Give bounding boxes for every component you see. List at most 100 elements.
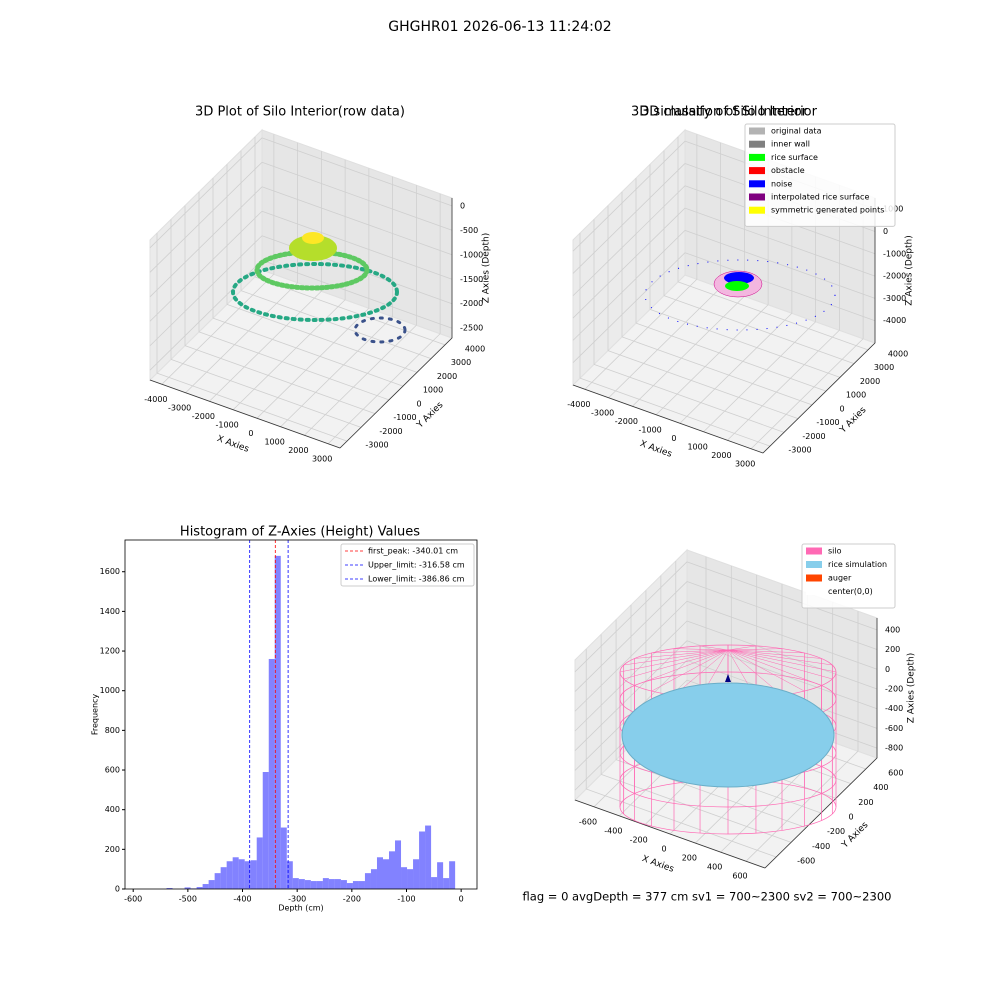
y-axis bbox=[339, 337, 453, 449]
bar bbox=[208, 880, 215, 889]
bar bbox=[425, 825, 432, 889]
x-tick-label: -300 bbox=[288, 895, 306, 904]
silo-spoke bbox=[634, 649, 729, 659]
bar bbox=[286, 861, 293, 889]
grid-line bbox=[261, 186, 453, 256]
y-axis bbox=[762, 342, 876, 454]
grid-line bbox=[149, 210, 263, 322]
legend-swatch bbox=[749, 180, 765, 188]
x-tick-label: -4000 bbox=[144, 395, 167, 404]
legend-swatch bbox=[749, 140, 765, 148]
y-tick-label: 800 bbox=[105, 726, 120, 735]
legend-label: Upper_limit: -316.58 cm bbox=[368, 561, 465, 570]
bar bbox=[389, 851, 396, 889]
legend-label: Lower_limit: -386.86 cm bbox=[368, 575, 465, 584]
y-axis-label: Frequency bbox=[91, 694, 100, 736]
legend-label: first_peak: -340.01 cm bbox=[368, 547, 458, 556]
bar bbox=[401, 867, 408, 889]
bar bbox=[202, 884, 209, 889]
grid-line bbox=[572, 252, 686, 363]
bar bbox=[226, 861, 233, 889]
bar bbox=[376, 857, 383, 889]
legend-label: inner wall bbox=[771, 140, 810, 149]
grid-line bbox=[149, 162, 263, 273]
y-tick-label: 2000 bbox=[860, 377, 880, 386]
x-tick-label: -1000 bbox=[216, 420, 239, 429]
z-tick-label: -1000 bbox=[883, 249, 906, 258]
y-tick-label: -600 bbox=[797, 857, 815, 866]
bar bbox=[419, 831, 426, 889]
z-tick-label: -3000 bbox=[883, 294, 906, 303]
x-tick-label: 0 bbox=[248, 429, 253, 438]
bar bbox=[166, 888, 173, 889]
z-tick-label: -1500 bbox=[460, 275, 483, 284]
grid-line bbox=[593, 363, 785, 433]
z-tick-label: -1000 bbox=[460, 250, 483, 259]
y-tick-label: -400 bbox=[812, 842, 830, 851]
grid-line bbox=[572, 230, 686, 341]
grid-line bbox=[572, 163, 686, 274]
z-tick-label: -2500 bbox=[460, 324, 483, 333]
grid-line bbox=[161, 273, 275, 385]
z-tick-label: -400 bbox=[885, 704, 903, 713]
z-tick-label: -2000 bbox=[883, 272, 906, 281]
silo-spoke bbox=[727, 649, 822, 659]
legend-label: original data bbox=[771, 127, 822, 136]
x-tick-label: -200 bbox=[343, 895, 361, 904]
bar bbox=[256, 837, 263, 889]
bar bbox=[292, 878, 299, 889]
legend-label: center(0,0) bbox=[828, 587, 873, 596]
panel-title: 3D simulation of Silo Interior bbox=[631, 105, 818, 120]
grid-line bbox=[574, 620, 688, 732]
legend-swatch bbox=[749, 167, 765, 175]
grid-line bbox=[304, 324, 417, 436]
x-axis bbox=[574, 799, 766, 869]
grid-line bbox=[261, 259, 453, 329]
grid-line bbox=[686, 561, 878, 631]
grid-line bbox=[209, 290, 322, 402]
legend-swatch bbox=[749, 153, 765, 161]
cloud-peak bbox=[302, 232, 324, 244]
z-tick-label: 0 bbox=[460, 201, 465, 210]
silo-spoke bbox=[727, 645, 756, 651]
x-tick-label: -400 bbox=[604, 826, 622, 835]
legend-swatch bbox=[806, 588, 822, 595]
bar bbox=[316, 881, 323, 889]
y-tick-label: 2000 bbox=[437, 372, 457, 381]
x-tick-label: 1000 bbox=[687, 442, 707, 451]
bar bbox=[334, 879, 341, 889]
grid-line bbox=[574, 600, 688, 712]
status-text: flag = 0 avgDepth = 377 cm sv1 = 700~230… bbox=[523, 890, 892, 904]
grid-line bbox=[185, 282, 298, 394]
grid-line bbox=[677, 281, 869, 351]
y-tick-label: 0 bbox=[848, 813, 853, 822]
grid-line bbox=[327, 333, 441, 445]
legend-label: obstacle bbox=[771, 166, 805, 175]
grid-line bbox=[703, 321, 816, 433]
silo-spoke bbox=[651, 649, 729, 692]
bar bbox=[304, 880, 311, 889]
bar bbox=[407, 869, 414, 889]
bar bbox=[184, 887, 191, 889]
silo-spoke bbox=[700, 645, 729, 651]
x-tick-label: -3000 bbox=[168, 403, 191, 412]
y-tick-label: 0 bbox=[416, 399, 421, 408]
bar bbox=[196, 887, 203, 889]
x-tick-label: 3000 bbox=[735, 459, 755, 468]
bar bbox=[431, 877, 438, 889]
x-tick-label: -2000 bbox=[192, 412, 215, 421]
grid-line bbox=[149, 235, 263, 347]
grid-line bbox=[156, 372, 348, 442]
grid-line bbox=[261, 137, 453, 207]
grid-line bbox=[572, 207, 686, 319]
silo-spoke bbox=[634, 649, 729, 686]
y-tick-label: 1600 bbox=[100, 567, 120, 576]
grid-line bbox=[635, 322, 827, 392]
y-tick-label: 1000 bbox=[100, 686, 120, 695]
bar bbox=[310, 881, 317, 889]
z-tick-label: -500 bbox=[460, 226, 478, 235]
bar bbox=[298, 879, 305, 889]
z-axis-label: Z Axies (Depth) bbox=[907, 653, 917, 724]
legend-label: auger bbox=[828, 574, 852, 583]
grid-line bbox=[579, 377, 771, 447]
